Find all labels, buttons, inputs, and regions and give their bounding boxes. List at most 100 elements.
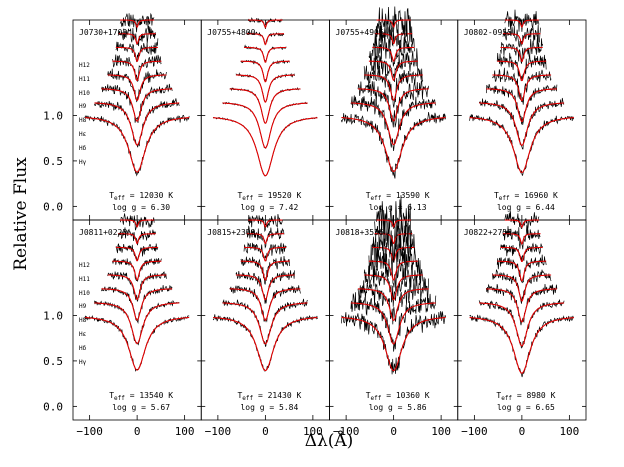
observed-spectrum-h8	[107, 68, 167, 103]
line-label-hε: Hε	[79, 131, 87, 138]
line-label-hε: Hε	[79, 331, 87, 338]
panel-teff-label: Teff = 21430 K	[237, 391, 301, 402]
panel-teff-label: Teff = 8980 K	[496, 391, 555, 402]
model-fit-hγ	[341, 116, 446, 173]
observed-spectrum-h11	[117, 227, 157, 246]
model-fit-h9	[497, 60, 547, 82]
y-tick-label: 1.0	[43, 109, 63, 122]
line-label-h8: H8	[79, 117, 87, 124]
x-tick-label: −100	[333, 425, 360, 438]
panel-logg-label: log g = 6.44	[497, 203, 555, 212]
line-label-h11: H11	[79, 276, 90, 283]
model-fit-h9	[368, 60, 418, 82]
panel-logg-label: log g = 5.86	[369, 403, 427, 412]
panel-object-id: J0802-0955	[464, 28, 512, 37]
x-tick-label: 100	[303, 425, 323, 438]
model-fit-h11	[502, 33, 541, 45]
model-fit-h8	[235, 74, 295, 103]
panel-logg-label: log g = 5.84	[240, 403, 298, 412]
panel-teff-label: Teff = 10360 K	[366, 391, 430, 402]
observed-spectrum-h8	[235, 270, 295, 304]
panel-frame	[72, 19, 202, 221]
y-axis-label: Relative Flux	[11, 157, 31, 271]
line-label-hδ: Hδ	[79, 345, 87, 352]
observed-spectrum-hε	[229, 285, 301, 323]
panel-object-id: J0755+4800	[207, 28, 255, 37]
model-fit-hε	[229, 88, 301, 124]
panel-logg-label: log g = 6.65	[497, 403, 555, 412]
line-label-h10: H10	[79, 90, 90, 97]
observed-spectrum-h11	[246, 225, 285, 249]
line-label-hδ: Hδ	[79, 145, 87, 152]
x-tick-label: 0	[134, 425, 141, 438]
model-fit-hγ	[469, 317, 575, 374]
model-fit-hγ	[84, 316, 190, 371]
line-label-h9: H9	[79, 303, 87, 310]
panel-object-id: J0815+2309	[207, 228, 255, 237]
observed-spectrum-h8	[107, 271, 167, 302]
panel-teff-label: Teff = 19520 K	[237, 191, 301, 202]
model-fit-h9	[112, 60, 162, 82]
x-tick-label: 0	[262, 425, 269, 438]
model-fit-h12	[248, 219, 283, 228]
model-fit-hδ	[350, 302, 436, 345]
model-fit-h12	[248, 19, 283, 29]
panel-teff-label: Teff = 13540 K	[109, 391, 173, 402]
panel-logg-label: log g = 7.42	[240, 203, 298, 212]
observed-spectrum-h11	[502, 24, 541, 48]
model-fit-hδ	[222, 102, 308, 149]
model-fit-hε	[101, 288, 173, 321]
y-tick-label: 0.0	[43, 400, 63, 413]
observed-spectrum-h12	[247, 214, 283, 233]
observed-spectrum-hδ	[350, 95, 437, 152]
observed-spectrum-h10	[500, 242, 544, 261]
panel-teff-label: Teff = 16960 K	[494, 191, 558, 202]
model-fit-hγ	[341, 316, 446, 372]
line-label-h8: H8	[79, 317, 87, 324]
x-axis-label: Δλ(Å)	[305, 430, 354, 451]
x-tick-label: 100	[175, 425, 195, 438]
panel-object-id: J0818+3536	[336, 228, 384, 237]
line-label-h12: H12	[79, 62, 90, 69]
model-fit-hδ	[479, 102, 565, 147]
model-fit-h11	[246, 233, 284, 245]
model-fit-hδ	[350, 102, 436, 146]
x-tick-label: 0	[519, 425, 526, 438]
model-fit-h11	[118, 33, 156, 45]
model-fit-hε	[357, 288, 429, 321]
observed-spectrum-hε	[101, 83, 173, 124]
model-fit-hδ	[94, 102, 180, 146]
model-fit-h8	[107, 274, 167, 301]
panel-logg-label: log g = 5.67	[112, 403, 170, 412]
model-fit-h12	[376, 19, 411, 29]
line-label-h11: H11	[79, 76, 90, 83]
x-tick-label: 100	[559, 425, 579, 438]
line-label-h12: H12	[79, 262, 90, 269]
panel-frame	[200, 19, 330, 221]
model-fit-h12	[504, 219, 539, 229]
observed-spectrum-h9	[368, 48, 419, 83]
model-fit-h9	[497, 260, 547, 282]
panel-logg-label: log g = 6.13	[369, 203, 427, 212]
model-fit-h9	[112, 260, 162, 281]
model-fit-hε	[486, 88, 557, 122]
model-fit-hδ	[222, 302, 308, 345]
model-fit-h12	[119, 219, 155, 228]
observed-spectrum-hε	[485, 84, 558, 125]
x-axis: −100 0 100 −100 0 100 −100 0 100 −100 0 100	[76, 20, 579, 438]
observed-spectrum-h10	[371, 28, 415, 67]
model-fit-h9	[240, 60, 290, 83]
model-fit-hε	[101, 88, 173, 122]
x-tick-label: −100	[461, 425, 488, 438]
model-fit-h11	[246, 33, 284, 46]
x-tick-label: 0	[390, 425, 397, 438]
